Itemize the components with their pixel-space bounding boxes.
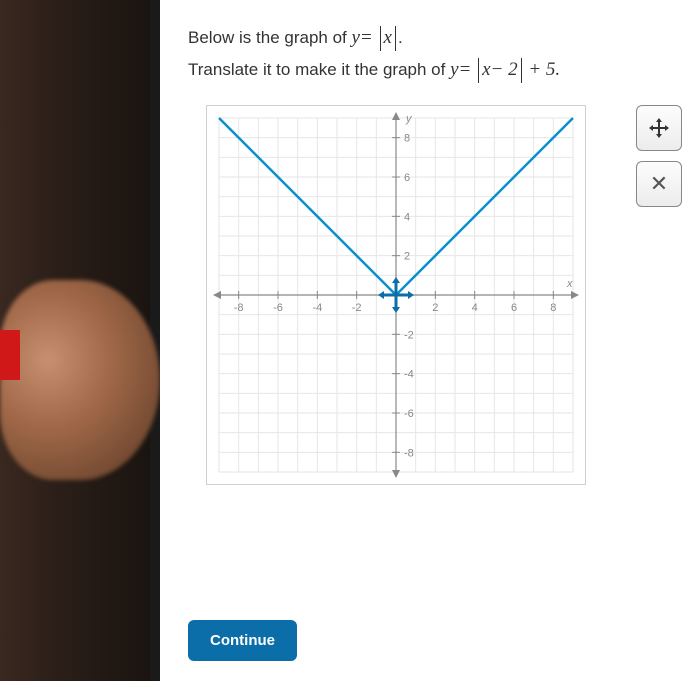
reset-button[interactable]: ✕ [636, 161, 682, 207]
prompt-line2-prefix: Translate it to make it the graph of [188, 60, 450, 79]
move-arrows-icon [647, 116, 671, 140]
svg-text:-6: -6 [273, 302, 283, 314]
svg-text:8: 8 [550, 302, 556, 314]
graph-canvas[interactable]: -8-6-4-22468-8-6-4-22468xy [206, 105, 586, 485]
svg-text:-2: -2 [404, 329, 414, 341]
svg-text:-6: -6 [404, 408, 414, 420]
svg-text:-4: -4 [404, 368, 414, 380]
question-prompt: Below is the graph of y= x. Translate it… [188, 22, 682, 87]
svg-text:2: 2 [404, 250, 410, 262]
red-accent [0, 330, 20, 380]
svg-text:-4: -4 [312, 302, 322, 314]
svg-text:4: 4 [404, 211, 410, 223]
svg-text:-8: -8 [404, 447, 414, 459]
prompt-eq2: y= x− 2 + 5. [450, 59, 560, 80]
content-panel: Below is the graph of y= x. Translate it… [160, 0, 700, 681]
prompt-eq1: y= x [351, 27, 397, 48]
svg-text:4: 4 [472, 302, 478, 314]
tool-palette: ✕ [636, 105, 682, 207]
continue-button[interactable]: Continue [188, 620, 297, 661]
prompt-line1-prefix: Below is the graph of [188, 28, 351, 47]
svg-text:6: 6 [404, 172, 410, 184]
svg-text:-2: -2 [352, 302, 362, 314]
svg-text:x: x [566, 278, 573, 290]
svg-text:y: y [405, 113, 413, 125]
svg-text:8: 8 [404, 132, 410, 144]
svg-text:2: 2 [432, 302, 438, 314]
graph-area: -8-6-4-22468-8-6-4-22468xy ✕ [188, 105, 682, 485]
graph-svg: -8-6-4-22468-8-6-4-22468xy [207, 106, 585, 484]
svg-text:-8: -8 [234, 302, 244, 314]
svg-text:6: 6 [511, 302, 517, 314]
thumb-blur [0, 280, 160, 480]
x-icon: ✕ [650, 171, 668, 197]
move-tool-button[interactable] [636, 105, 682, 151]
